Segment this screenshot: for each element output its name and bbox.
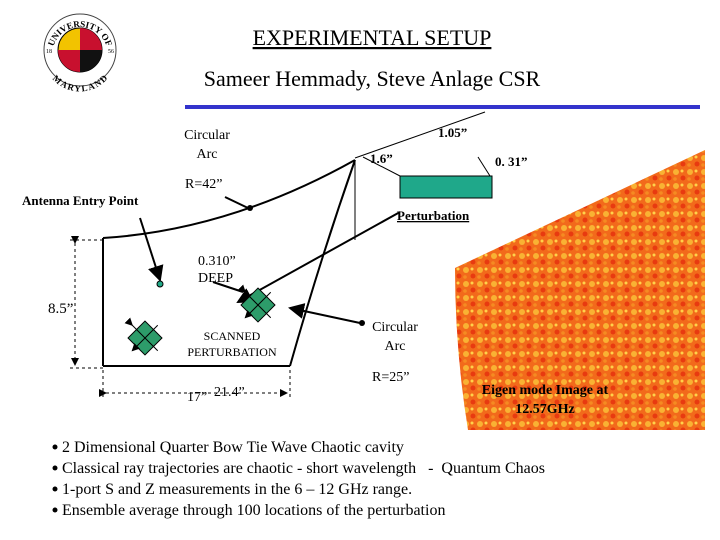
bullet-text: 2 Dimensional Quarter Bow Tie Wave Chaot… [62, 439, 404, 456]
label: Perturbation [397, 208, 470, 223]
label: 1.05” [438, 125, 467, 140]
label: Circular [184, 128, 230, 143]
label: R=25” [372, 370, 409, 385]
logo: UNIVERSITY OF MARYLAND 18 56 [43, 13, 117, 94]
label: DEEP [198, 271, 233, 286]
authors: Sameer Hemmady, Steve Anlage CSR [204, 66, 541, 91]
label: Arc [197, 147, 218, 162]
bullet-text: Ensemble average through 100 locations o… [62, 502, 445, 519]
label: Arc [385, 339, 406, 354]
label: SCANNED [204, 329, 261, 343]
bullet [52, 465, 58, 471]
label: 0. 31” [495, 154, 528, 169]
logo-year: 56 [108, 49, 114, 55]
label: 1.6” [370, 151, 393, 166]
eigenmode-image [455, 150, 705, 430]
logo-year: 18 [46, 49, 52, 55]
label: 17” [187, 390, 207, 405]
label: 12.57GHz [515, 402, 575, 417]
label: R=42” [185, 177, 222, 192]
label: PERTURBATION [187, 345, 277, 359]
bullet [52, 444, 58, 450]
cavity [70, 111, 493, 398]
label: Antenna Entry Point [22, 193, 139, 208]
bullet [52, 507, 58, 513]
bullet-list: 2 Dimensional Quarter Bow Tie Wave Chaot… [52, 439, 545, 519]
label: Circular [372, 320, 418, 335]
label: 0.310” [198, 254, 236, 269]
bullet-text: Classical ray trajectories are chaotic -… [62, 460, 545, 477]
bullet [52, 486, 58, 492]
bullet-text: 1-port S and Z measurements in the 6 – 1… [62, 481, 412, 498]
label: 8.5” [48, 301, 73, 317]
label: 21.4” [214, 385, 245, 400]
label: Eigen mode Image at [482, 383, 609, 398]
title: EXPERIMENTAL SETUP [253, 25, 492, 50]
